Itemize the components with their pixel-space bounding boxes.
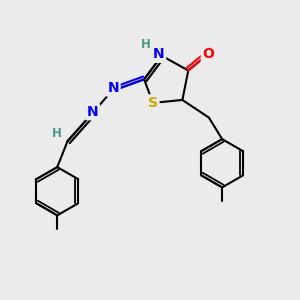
Text: N: N: [87, 105, 98, 119]
Text: N: N: [107, 81, 119, 95]
Text: O: O: [202, 47, 214, 61]
Text: H: H: [141, 38, 151, 51]
Text: H: H: [51, 127, 61, 140]
Text: S: S: [148, 96, 158, 110]
Text: N: N: [153, 47, 165, 61]
